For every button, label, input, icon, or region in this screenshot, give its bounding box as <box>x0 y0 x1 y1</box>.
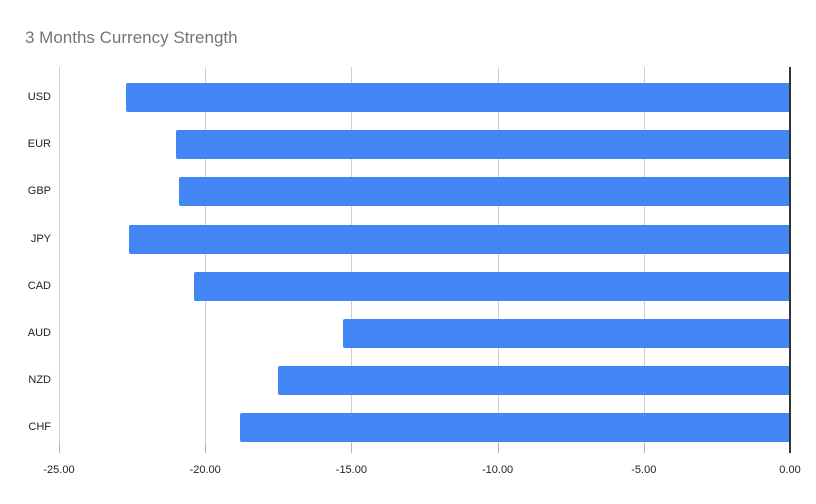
gridline <box>351 67 353 443</box>
x-tick-label: -10.00 <box>481 464 514 476</box>
zero-axis-line <box>789 67 791 453</box>
bar-gbp[interactable] <box>178 177 789 207</box>
x-tick-label: -15.00 <box>335 464 367 476</box>
gridline <box>205 67 207 443</box>
bar-nzd[interactable] <box>278 366 789 395</box>
x-tick-label: 0.00 <box>779 464 801 476</box>
x-axis-tick <box>351 443 353 453</box>
x-axis-tick <box>643 443 645 453</box>
gridline <box>497 67 499 443</box>
bar-eur[interactable] <box>175 130 789 160</box>
y-axis-label-usd: USD <box>27 91 51 104</box>
bar-aud[interactable] <box>342 318 789 348</box>
bar-usd[interactable] <box>126 83 789 113</box>
gridline <box>643 67 645 443</box>
x-tick-label: -20.00 <box>189 464 221 476</box>
y-axis-label-jpy: JPY <box>30 232 51 245</box>
bar-jpy[interactable] <box>129 224 789 254</box>
gridline <box>59 67 60 443</box>
bar-chf[interactable] <box>240 413 789 443</box>
y-axis-label-nzd: NZD <box>28 374 51 386</box>
y-axis-label-eur: EUR <box>27 138 51 151</box>
bar-cad[interactable] <box>193 271 789 301</box>
x-axis-tick <box>59 443 60 453</box>
y-axis-label-gbp: GBP <box>27 185 51 198</box>
x-tick-label: -25.00 <box>43 464 75 476</box>
y-axis-label-cad: CAD <box>27 279 51 292</box>
y-axis-label-aud: AUD <box>27 326 51 339</box>
y-axis-label-chf: CHF <box>28 421 51 434</box>
chart-title: 3 Months Currency Strength <box>25 28 238 47</box>
x-tick-label: -5.00 <box>631 464 657 476</box>
x-axis-tick <box>497 443 499 453</box>
x-axis-tick <box>205 443 207 453</box>
